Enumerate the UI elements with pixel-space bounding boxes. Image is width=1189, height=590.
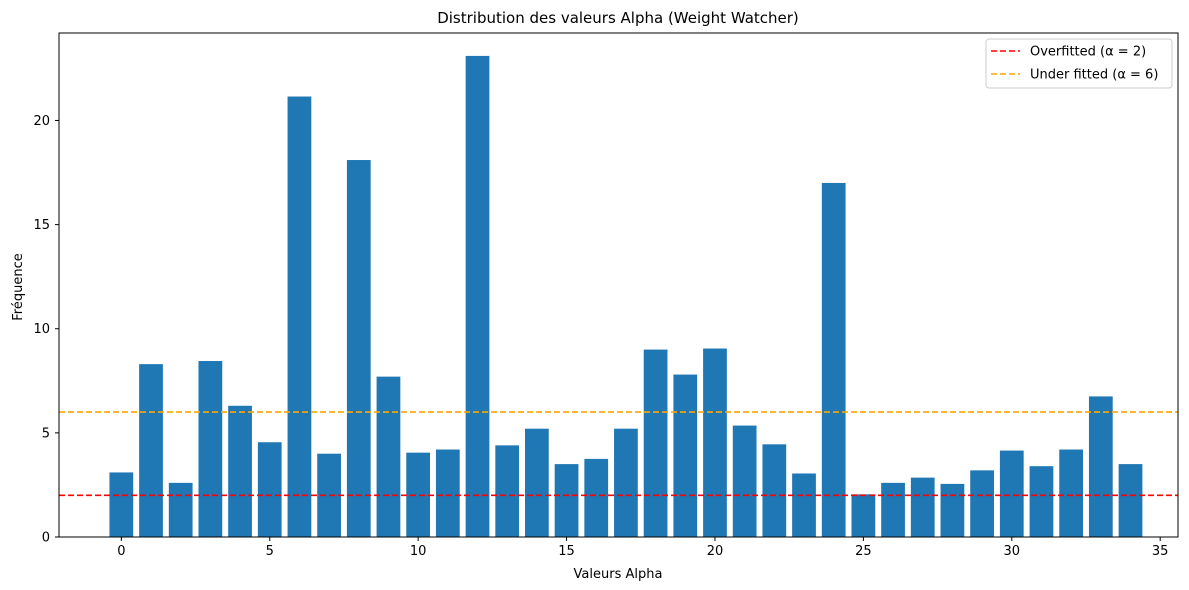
x-tick-label: 10: [410, 544, 427, 559]
bar: [614, 428, 638, 537]
x-axis-label: Valeurs Alpha: [574, 567, 663, 582]
x-tick-label: 30: [1004, 544, 1021, 559]
y-tick-label: 20: [33, 114, 50, 129]
x-tick-label: 35: [1152, 544, 1169, 559]
bar: [1059, 449, 1084, 537]
bar: [376, 376, 401, 537]
bar: [435, 449, 460, 537]
legend: Overfitted (α = 2) Under fitted (α = 6): [985, 38, 1173, 89]
bar: [525, 428, 549, 537]
reference-lines: [59, 411, 1178, 497]
y-tick-label: 10: [33, 322, 50, 337]
bar: [851, 494, 876, 537]
x-tick-label: 0: [117, 544, 125, 559]
bar: [643, 349, 668, 537]
x-tick-label: 20: [707, 544, 724, 559]
bar: [1029, 466, 1054, 537]
bar: [168, 482, 193, 537]
bar: [910, 477, 935, 537]
bar: [109, 472, 134, 537]
bar: [139, 364, 163, 537]
bar: [257, 442, 282, 537]
bar: [228, 405, 252, 537]
x-tick-label: 15: [558, 544, 575, 559]
bar: [287, 96, 312, 537]
bar: [1118, 464, 1143, 537]
bar: [1088, 396, 1113, 537]
bar: [821, 182, 846, 537]
bar: [465, 55, 490, 538]
bars-group: [109, 55, 1143, 538]
bar: [732, 425, 757, 537]
bar: [554, 464, 579, 537]
legend-label: Under fitted (α = 6): [1030, 68, 1158, 83]
bar: [792, 473, 816, 537]
bar: [970, 470, 994, 537]
bar: [584, 458, 609, 537]
bar: [762, 444, 787, 537]
legend-box: [985, 38, 1173, 89]
y-axis: 0 5 10 15 20: [33, 114, 59, 546]
bar: [703, 348, 727, 537]
bar: [999, 450, 1024, 537]
bar: [346, 160, 371, 537]
y-tick-label: 5: [42, 426, 50, 441]
bar: [881, 482, 905, 537]
y-axis-label: Fréquence: [11, 253, 26, 320]
x-tick-label: 5: [266, 544, 274, 559]
x-axis: 0 5 10 15 20 25 30 35: [117, 537, 1168, 559]
bar: [940, 483, 965, 537]
chart-title: Distribution des valeurs Alpha (Weight W…: [437, 9, 799, 27]
bar: [406, 452, 431, 537]
bar: [673, 374, 698, 537]
legend-label: Overfitted (α = 2): [1030, 45, 1146, 60]
x-tick-label: 25: [855, 544, 872, 559]
y-tick-label: 0: [42, 531, 50, 546]
plot-area: [58, 32, 1179, 538]
y-tick-label: 15: [33, 218, 50, 233]
bar: [495, 445, 520, 537]
bar: [198, 361, 223, 537]
